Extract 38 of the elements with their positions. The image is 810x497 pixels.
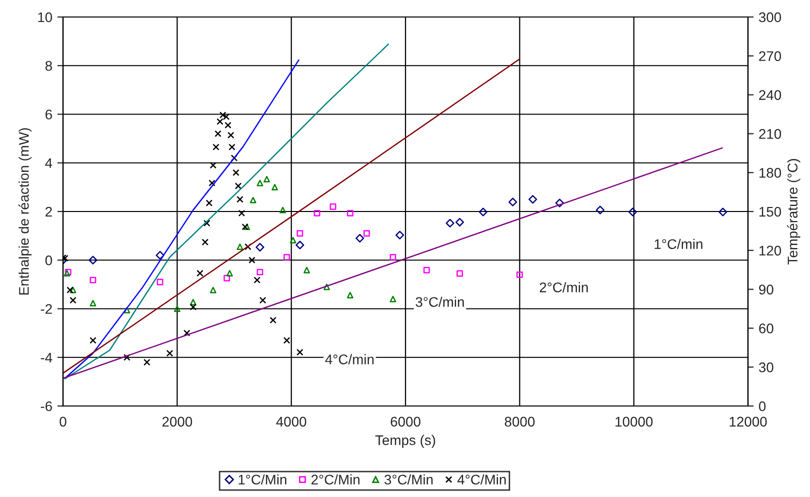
y2-tick-label: 90	[759, 284, 774, 294]
annotation: 3°C/min	[416, 296, 464, 307]
x-tick-label: 8000	[504, 416, 535, 427]
y2-tick-label: 150	[759, 206, 782, 217]
y2-tick-label: 60	[759, 324, 774, 334]
annotation: 4°C/min	[325, 354, 374, 364]
x-tick-label: 12000	[730, 416, 767, 427]
y2-tick-label: 210	[759, 129, 782, 139]
y-tick-label: 2	[46, 206, 52, 217]
x-axis-title: Temps (s)	[375, 434, 436, 448]
y2-tick-label: 300	[758, 12, 782, 22]
y-tick-label: 4	[45, 158, 52, 168]
annotation: 2°C/min	[540, 282, 588, 292]
y2-axis-title: Température (°C)	[787, 159, 800, 265]
x-tick-label: 6000	[390, 416, 420, 427]
y2-tick-label: 180	[759, 168, 782, 178]
y-tick-label: 10	[38, 12, 52, 22]
y2-tick-label: 120	[759, 246, 782, 256]
x-tick-label: 10000	[616, 416, 653, 427]
y-tick-label: -6	[40, 401, 52, 412]
y-tick-label: 0	[45, 255, 52, 266]
legend-label: 3°C/Min	[384, 474, 433, 485]
legend-label: 4°C/Min	[457, 474, 506, 485]
y2-tick-label: 240	[759, 90, 782, 100]
y-tick-label: -2	[40, 304, 52, 314]
y2-tick-label: 0	[758, 401, 766, 412]
y-tick-label: 6	[46, 110, 52, 120]
y-tick-label: 8	[45, 60, 52, 71]
x-tick-label: 4000	[276, 416, 306, 427]
legend-label: 2°C/Min	[311, 474, 360, 485]
x-tick-label: 0	[60, 416, 66, 427]
legend-label: 1°C/Min	[238, 474, 286, 485]
y2-tick-label: 270	[759, 51, 782, 62]
x-tick-label: 2000	[162, 416, 192, 427]
y2-tick-label: 30	[758, 362, 774, 372]
annotation: 1°C/min	[654, 238, 702, 250]
y-axis-title: Enthalpie de réaction (mW)	[18, 128, 32, 294]
y-tick-label: -4	[40, 352, 52, 362]
